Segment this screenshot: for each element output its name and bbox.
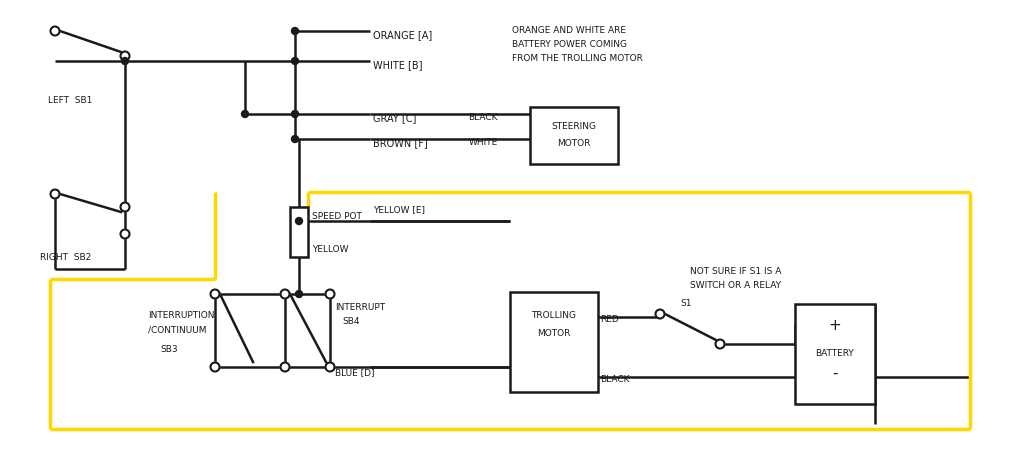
Circle shape bbox=[326, 363, 335, 372]
Bar bbox=[510, 293, 598, 392]
Text: -: - bbox=[833, 365, 838, 379]
Text: BATTERY POWER COMING: BATTERY POWER COMING bbox=[512, 40, 627, 48]
Text: INTERRUPTION: INTERRUPTION bbox=[148, 310, 214, 319]
Text: GRAY [C]: GRAY [C] bbox=[373, 113, 417, 123]
Text: /CONTINUUM: /CONTINUUM bbox=[148, 325, 207, 334]
Text: SB4: SB4 bbox=[342, 317, 359, 326]
Circle shape bbox=[296, 218, 302, 225]
Circle shape bbox=[121, 52, 129, 61]
Circle shape bbox=[121, 230, 129, 239]
Text: S1: S1 bbox=[680, 298, 691, 307]
Text: SB3: SB3 bbox=[160, 345, 177, 354]
Circle shape bbox=[292, 58, 299, 66]
Circle shape bbox=[211, 363, 219, 372]
Text: NOT SURE IF S1 IS A: NOT SURE IF S1 IS A bbox=[690, 267, 781, 276]
Circle shape bbox=[50, 190, 59, 199]
Text: BLACK: BLACK bbox=[600, 374, 630, 384]
Text: SWITCH OR A RELAY: SWITCH OR A RELAY bbox=[690, 281, 781, 290]
Circle shape bbox=[211, 290, 219, 299]
Circle shape bbox=[242, 111, 249, 118]
Circle shape bbox=[296, 291, 302, 298]
Circle shape bbox=[50, 27, 59, 36]
Text: LEFT  SB1: LEFT SB1 bbox=[48, 95, 92, 104]
Text: MOTOR: MOTOR bbox=[538, 328, 570, 337]
Circle shape bbox=[292, 29, 299, 35]
Text: MOTOR: MOTOR bbox=[557, 138, 591, 147]
Circle shape bbox=[655, 310, 665, 319]
Text: WHITE: WHITE bbox=[469, 137, 498, 146]
Text: ORANGE [A]: ORANGE [A] bbox=[373, 30, 432, 40]
Text: YELLOW [E]: YELLOW [E] bbox=[373, 205, 425, 214]
Text: BLACK: BLACK bbox=[469, 112, 498, 121]
Bar bbox=[795, 304, 874, 404]
Text: BROWN [F]: BROWN [F] bbox=[373, 138, 428, 148]
Text: YELLOW: YELLOW bbox=[312, 245, 348, 254]
Circle shape bbox=[716, 340, 725, 349]
Text: ORANGE AND WHITE ARE: ORANGE AND WHITE ARE bbox=[512, 25, 626, 35]
Circle shape bbox=[292, 136, 299, 143]
Text: RED: RED bbox=[600, 315, 618, 324]
Text: RIGHT  SB2: RIGHT SB2 bbox=[40, 253, 91, 262]
Text: +: + bbox=[828, 317, 842, 332]
Circle shape bbox=[122, 58, 128, 66]
Circle shape bbox=[292, 111, 299, 118]
Text: STEERING: STEERING bbox=[552, 121, 597, 130]
Circle shape bbox=[281, 290, 290, 299]
Text: BLUE [D]: BLUE [D] bbox=[335, 368, 375, 377]
Text: SPEED POT: SPEED POT bbox=[312, 211, 361, 220]
Circle shape bbox=[281, 363, 290, 372]
Bar bbox=[530, 108, 618, 165]
Text: INTERRUPT: INTERRUPT bbox=[335, 302, 385, 311]
Bar bbox=[290, 207, 308, 258]
Circle shape bbox=[121, 203, 129, 212]
Text: WHITE [B]: WHITE [B] bbox=[373, 60, 423, 70]
Text: FROM THE TROLLING MOTOR: FROM THE TROLLING MOTOR bbox=[512, 53, 643, 62]
Text: BATTERY: BATTERY bbox=[816, 348, 854, 357]
Text: TROLLING: TROLLING bbox=[531, 310, 577, 319]
Circle shape bbox=[326, 290, 335, 299]
